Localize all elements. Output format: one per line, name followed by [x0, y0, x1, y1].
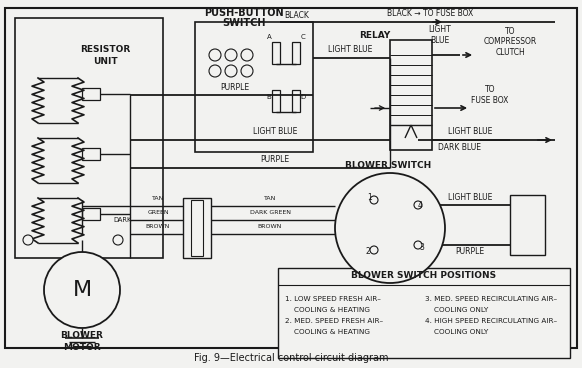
Text: B: B	[267, 94, 271, 100]
Bar	[510, 195, 545, 255]
Bar	[292, 90, 300, 112]
Text: 1. LOW SPEED FRESH AIR–: 1. LOW SPEED FRESH AIR–	[285, 296, 381, 302]
Text: 4. HIGH SPEED RECIRCULATING AIR–: 4. HIGH SPEED RECIRCULATING AIR–	[425, 318, 557, 324]
Bar	[72, 258, 92, 276]
Circle shape	[370, 196, 378, 204]
Bar	[278, 268, 570, 358]
Text: TAN: TAN	[264, 197, 276, 202]
Text: DARK BLUE: DARK BLUE	[438, 144, 481, 152]
Text: BLOWER: BLOWER	[61, 330, 104, 340]
Text: BROWN: BROWN	[258, 224, 282, 230]
Text: GREEN: GREEN	[147, 210, 169, 216]
Text: COOLING & HEATING: COOLING & HEATING	[285, 329, 370, 335]
Circle shape	[414, 201, 422, 209]
Circle shape	[414, 241, 422, 249]
Text: TO
FUSE BOX: TO FUSE BOX	[471, 85, 509, 105]
Text: DARK: DARK	[113, 217, 131, 223]
Circle shape	[225, 49, 237, 61]
Bar	[15, 18, 163, 258]
Text: LIGHT BLUE: LIGHT BLUE	[253, 127, 297, 137]
Bar	[82, 148, 100, 160]
Text: PURPLE: PURPLE	[260, 156, 290, 164]
Text: MOTOR: MOTOR	[63, 343, 101, 351]
Text: D: D	[300, 94, 306, 100]
Bar	[195, 22, 313, 152]
Text: 3: 3	[420, 243, 424, 251]
Text: UNIT: UNIT	[93, 57, 118, 67]
Circle shape	[241, 65, 253, 77]
Text: BROWN: BROWN	[146, 224, 170, 230]
Bar	[183, 198, 211, 258]
Text: LIGHT BLUE: LIGHT BLUE	[328, 46, 372, 54]
Bar	[82, 88, 100, 100]
Text: BLOWER SWITCH POSITIONS: BLOWER SWITCH POSITIONS	[352, 270, 496, 280]
Text: 3. MED. SPEED RECIRCULATING AIR–: 3. MED. SPEED RECIRCULATING AIR–	[425, 296, 557, 302]
Circle shape	[23, 235, 33, 245]
Circle shape	[209, 65, 221, 77]
Bar	[191, 200, 203, 256]
Bar	[292, 42, 300, 64]
Text: PUSH-BUTTON: PUSH-BUTTON	[204, 8, 284, 18]
Text: COOLING ONLY: COOLING ONLY	[425, 307, 488, 313]
Text: LIGHT BLUE: LIGHT BLUE	[448, 127, 492, 137]
Text: BLACK: BLACK	[285, 11, 310, 20]
Text: COOLING & HEATING: COOLING & HEATING	[285, 307, 370, 313]
Text: BLACK → TO FUSE BOX: BLACK → TO FUSE BOX	[387, 10, 473, 18]
Text: TAN: TAN	[152, 197, 164, 202]
Text: SWITCH: SWITCH	[222, 18, 266, 28]
Text: DARK GREEN: DARK GREEN	[250, 210, 290, 216]
Bar	[390, 40, 432, 150]
Text: LIGHT BLUE: LIGHT BLUE	[448, 192, 492, 202]
Circle shape	[113, 235, 123, 245]
Text: BLOWER SWITCH: BLOWER SWITCH	[345, 160, 431, 170]
Bar	[272, 42, 280, 64]
Text: COOLING ONLY: COOLING ONLY	[425, 329, 488, 335]
Circle shape	[225, 65, 237, 77]
Text: 1: 1	[368, 194, 372, 202]
Bar	[82, 208, 100, 220]
Bar	[272, 90, 280, 112]
Text: PURPLE: PURPLE	[221, 82, 250, 92]
Text: RELAY: RELAY	[359, 31, 391, 39]
Text: M: M	[72, 280, 91, 300]
Text: PURPLE: PURPLE	[456, 248, 485, 256]
Text: LIGHT
BLUE: LIGHT BLUE	[428, 25, 452, 45]
Text: Fig. 9—Electrical control circuit diagram: Fig. 9—Electrical control circuit diagra…	[194, 353, 388, 363]
Circle shape	[209, 49, 221, 61]
Text: RESISTOR: RESISTOR	[80, 46, 130, 54]
Circle shape	[44, 252, 120, 328]
Circle shape	[335, 173, 445, 283]
Circle shape	[370, 246, 378, 254]
Text: C: C	[301, 34, 306, 40]
Text: A: A	[267, 34, 271, 40]
Text: 2: 2	[365, 248, 370, 256]
Text: 4: 4	[417, 201, 423, 209]
Text: TO
COMPRESSOR
CLUTCH: TO COMPRESSOR CLUTCH	[484, 27, 537, 57]
Circle shape	[241, 49, 253, 61]
Text: 2. MED. SPEED FRESH AIR–: 2. MED. SPEED FRESH AIR–	[285, 318, 383, 324]
